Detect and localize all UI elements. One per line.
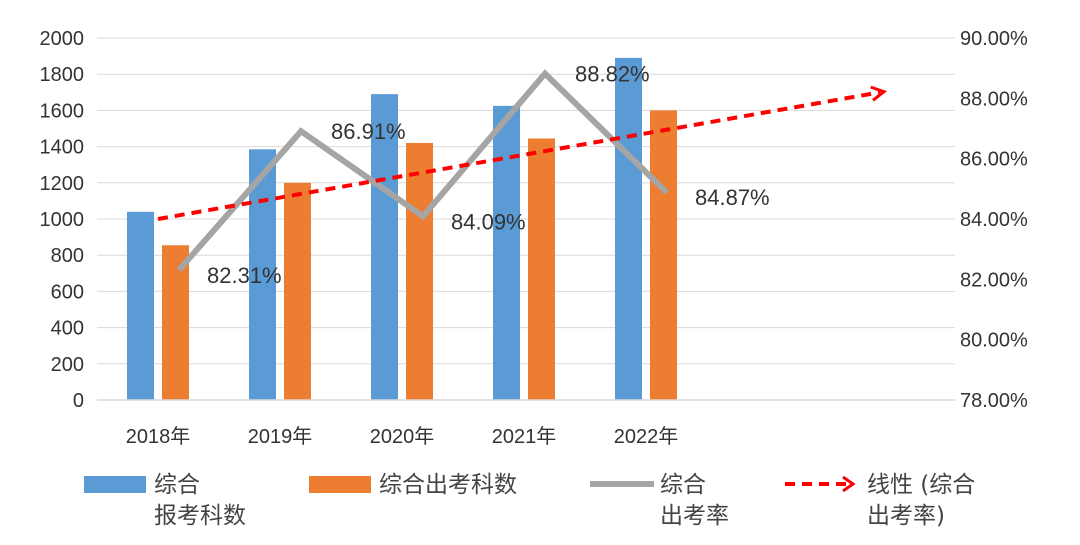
y-left-tick-label: 600 bbox=[51, 281, 84, 303]
legend-swatch bbox=[84, 476, 146, 493]
bar-attended bbox=[406, 142, 433, 401]
data-label-rate: 86.91% bbox=[331, 119, 406, 144]
x-tick-label: 2018年 bbox=[126, 425, 191, 448]
y-left-tick-label: 200 bbox=[51, 354, 84, 376]
x-axis: 2018年 2019年 2020年 2021年 2022年 bbox=[97, 399, 955, 448]
bar-registered bbox=[493, 105, 520, 400]
trendline-attendance-rate bbox=[157, 90, 881, 221]
legend-label: 综合 bbox=[154, 472, 200, 498]
y-left-tick-label: 2000 bbox=[40, 28, 85, 50]
bar-attended bbox=[650, 110, 677, 401]
x-tick-label: 2021年 bbox=[492, 425, 557, 448]
legend-label: 综合出考科数 bbox=[379, 472, 517, 498]
y-right-tick-label: 84.00% bbox=[960, 209, 1028, 231]
bar-attended bbox=[162, 245, 189, 400]
bar-registered bbox=[249, 149, 276, 400]
y-left-tick-label: 1800 bbox=[40, 64, 85, 86]
legend-swatch bbox=[309, 476, 371, 493]
bar-registered bbox=[615, 57, 642, 400]
bar-attended bbox=[528, 138, 555, 400]
y-right-tick-label: 80.00% bbox=[960, 330, 1028, 352]
x-tick-label: 2020年 bbox=[370, 425, 435, 448]
bar-registered bbox=[371, 94, 398, 401]
data-label-rate: 84.09% bbox=[451, 209, 526, 234]
y-right-tick-label: 78.00% bbox=[960, 390, 1028, 412]
legend-label: 报考科数 bbox=[154, 503, 246, 529]
legend-label: 线性 (综合 bbox=[867, 472, 975, 498]
y-left-tick-label: 1000 bbox=[40, 209, 85, 231]
legend-label: 出考率) bbox=[867, 503, 945, 529]
legend-item: 综合出考科数 bbox=[309, 472, 517, 498]
bar-registered bbox=[127, 211, 154, 400]
y-left-tick-label: 800 bbox=[51, 245, 84, 267]
y-left-tick-label: 400 bbox=[51, 318, 84, 340]
trendline-arrowhead bbox=[870, 85, 888, 102]
y-left-tick-label: 0 bbox=[73, 390, 84, 412]
gridlines bbox=[97, 37, 955, 365]
legend-label: 出考率 bbox=[660, 503, 729, 529]
legend-arrowhead bbox=[842, 475, 856, 493]
y-right-tick-label: 82.00% bbox=[960, 269, 1028, 291]
y-left-tick-label: 1200 bbox=[40, 173, 85, 195]
y-right-tick-label: 90.00% bbox=[960, 28, 1028, 50]
y-left-tick-label: 1400 bbox=[40, 137, 85, 159]
x-tick-label: 2019年 bbox=[248, 425, 313, 448]
bar-attended bbox=[284, 182, 311, 400]
right-axis: 78.00% 80.00% 82.00% 84.00% 86.00% 88.00% 90.0… bbox=[960, 28, 1028, 412]
legend-label: 综合 bbox=[660, 472, 706, 498]
data-label-rate: 88.82% bbox=[575, 62, 650, 87]
y-right-tick-label: 86.00% bbox=[960, 149, 1028, 171]
line-attendance-rate bbox=[176, 69, 670, 272]
x-tick-label: 2022年 bbox=[614, 425, 679, 448]
lines: 82.31% 86.91% 84.09% 88.82% 84.87% bbox=[157, 62, 888, 288]
bars bbox=[127, 57, 677, 401]
y-right-tick-label: 88.00% bbox=[960, 88, 1028, 110]
data-label-rate: 82.31% bbox=[207, 263, 282, 288]
y-left-tick-label: 1600 bbox=[40, 100, 85, 122]
left-axis: 0 200 400 600 800 1000 1200 1400 1600 1800 2000 bbox=[40, 28, 85, 412]
data-label-rate: 84.87% bbox=[695, 185, 770, 210]
